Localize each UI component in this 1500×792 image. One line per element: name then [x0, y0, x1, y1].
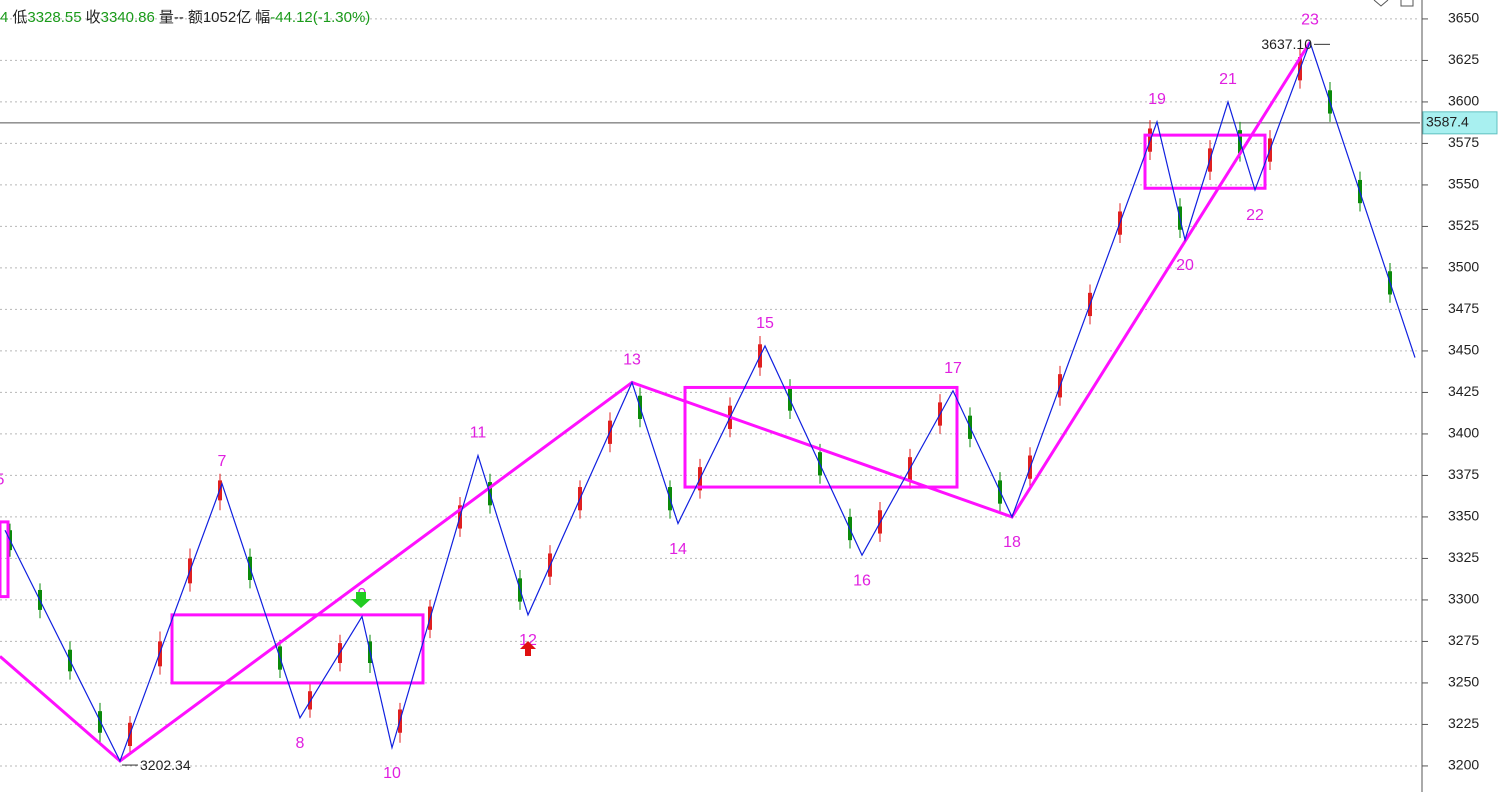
- wave-label: 23: [1301, 11, 1319, 28]
- consolidation-box: [683, 385, 959, 489]
- y-tick-label: 3225: [1448, 715, 1479, 731]
- y-tick-label: 3475: [1448, 300, 1479, 316]
- wave-label: 22: [1246, 207, 1264, 224]
- y-tick-label: 3575: [1448, 134, 1479, 150]
- icon-diamond[interactable]: [1373, 0, 1389, 7]
- wave-label: 13: [623, 352, 641, 369]
- y-tick-label: 3425: [1448, 383, 1479, 399]
- current-price-box: [1422, 111, 1498, 135]
- wave-label: 15: [756, 315, 774, 332]
- y-tick-label: 3600: [1448, 93, 1479, 109]
- y-tick-label: 3250: [1448, 674, 1479, 690]
- wave-label: 14: [669, 541, 687, 558]
- y-tick-label: 3500: [1448, 259, 1479, 275]
- wave-label: 12: [519, 632, 537, 649]
- header-segment: -44.12(-1.30%): [270, 9, 370, 26]
- y-tick-label: 3550: [1448, 176, 1479, 192]
- y-tick-label: 3300: [1448, 591, 1479, 607]
- extreme-label: 3202.34: [140, 757, 191, 773]
- candles: [8, 48, 1392, 753]
- icon-window[interactable]: [1400, 0, 1414, 7]
- wave-label: 10: [383, 765, 401, 782]
- sell-signal-icon: [351, 592, 371, 608]
- y-tick-label: 3650: [1448, 10, 1479, 26]
- header-segment: 4: [0, 9, 8, 26]
- header-quote: 4 低3328.55 收3340.86 量-- 额1052亿 幅-44.12(-1.30%…: [0, 9, 370, 26]
- header-segment: 幅: [255, 9, 270, 26]
- y-tick-label: 3275: [1448, 632, 1479, 648]
- grid: [0, 18, 1420, 767]
- y-tick-label: 3525: [1448, 217, 1479, 233]
- labels: 578910111213141516171819202122233202.343…: [0, 11, 1330, 782]
- header-segment: 量--: [159, 9, 184, 26]
- trend-line: [0, 41, 1312, 763]
- buy-signal-icon: [520, 641, 536, 656]
- y-tick-label: 3400: [1448, 425, 1479, 441]
- y-tick-label: 3325: [1448, 549, 1479, 565]
- wave-label: 5: [0, 471, 5, 488]
- header-segment: 额1052亿: [188, 9, 251, 26]
- wave-label: 21: [1219, 71, 1237, 88]
- consolidation-box: [170, 613, 425, 685]
- wave-label: 11: [470, 425, 487, 442]
- wave-label: 17: [944, 360, 962, 377]
- wave-label: 19: [1148, 91, 1166, 108]
- wave-label: 18: [1003, 534, 1021, 551]
- y-tick-label: 3200: [1448, 757, 1479, 773]
- extreme-label: 3637.10: [1261, 36, 1312, 52]
- wave-label: 7: [218, 453, 227, 470]
- y-axis: 3200 3225 3250 3275 3300 3325 3350 3375 3400 3425…: [1422, 10, 1498, 773]
- overlays: [0, 40, 1416, 763]
- y-tick-label: 3450: [1448, 342, 1479, 358]
- y-tick-label: 3375: [1448, 466, 1479, 482]
- y-tick-label: 3625: [1448, 51, 1479, 67]
- header-segment: 3328.55: [27, 9, 81, 26]
- y-tick-label: 3350: [1448, 508, 1479, 524]
- header-segment: 收: [86, 9, 101, 26]
- consolidation-box: [0, 520, 10, 599]
- wave-label: 20: [1176, 257, 1194, 274]
- wave-label: 8: [296, 735, 305, 752]
- current-price-label: 3587.4: [1426, 114, 1469, 130]
- header-segment: 3340.86: [101, 9, 155, 26]
- header-segment: 低: [12, 9, 27, 26]
- wave-label: 16: [853, 572, 871, 589]
- zigzag-line: [4, 40, 1416, 763]
